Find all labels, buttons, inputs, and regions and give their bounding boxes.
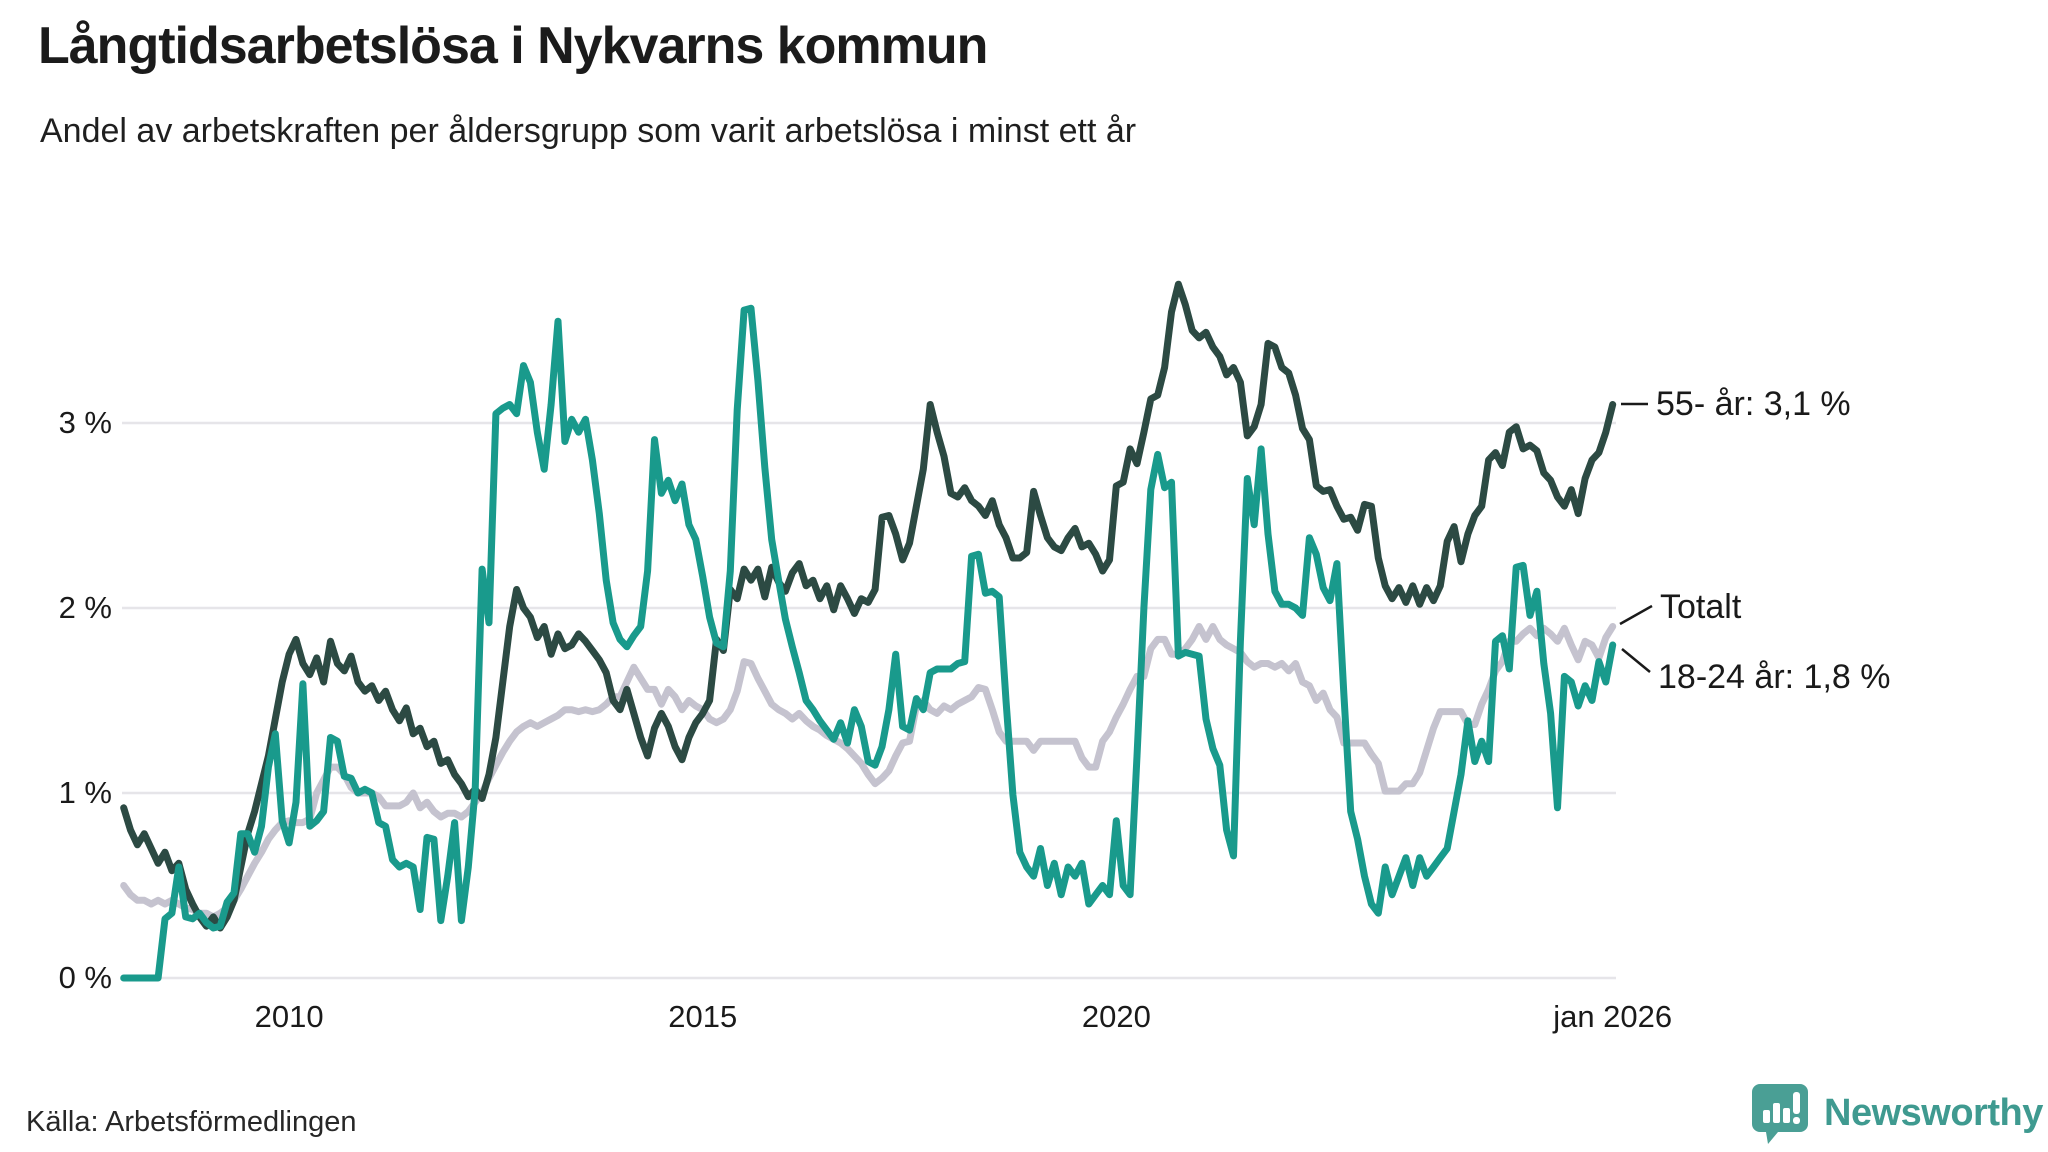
x-axis-tick-2015: 2015 (668, 999, 738, 1034)
y-axis-tick-3: 3 % (58, 404, 112, 440)
bar-chart-glyph (1763, 1092, 1800, 1124)
line-55-ar (120, 280, 1617, 932)
line-18-24-ar (120, 304, 1617, 982)
newsworthy-logo-icon (1752, 1084, 1808, 1144)
series-label-55-ar: 55- år: 3,1 % (1656, 385, 1851, 423)
leader-18-24-ar (1621, 648, 1651, 673)
brand-name: Newsworthy (1824, 1091, 2043, 1134)
y-axis-tick-1: 1 % (58, 774, 112, 810)
exclamation-bar (1793, 1092, 1800, 1114)
exclamation-dot (1793, 1117, 1800, 1124)
y-axis-tick-2: 2 % (58, 589, 112, 625)
x-axis-tick-2020: 2020 (1081, 999, 1151, 1034)
leader-totalt (1619, 604, 1653, 626)
page-subtitle: Andel av arbetskraften per åldersgrupp s… (40, 112, 1137, 150)
y-axis-tick-0: 0 % (58, 960, 112, 995)
series-label-totalt: Totalt (1660, 588, 1742, 626)
page-title: Långtidsarbetslösa i Nykvarns kommun (38, 17, 988, 75)
label-leader-lines (1619, 402, 1653, 673)
brand-lockup: Newsworthy (1752, 1082, 2043, 1144)
series-label-18-24-ar: 18-24 år: 1,8 % (1658, 658, 1891, 696)
x-axis-tick-2026: jan 2026 (1553, 999, 1673, 1034)
source-note: Källa: Arbetsförmedlingen (26, 1106, 357, 1138)
x-axis-tick-2010: 2010 (254, 999, 324, 1034)
